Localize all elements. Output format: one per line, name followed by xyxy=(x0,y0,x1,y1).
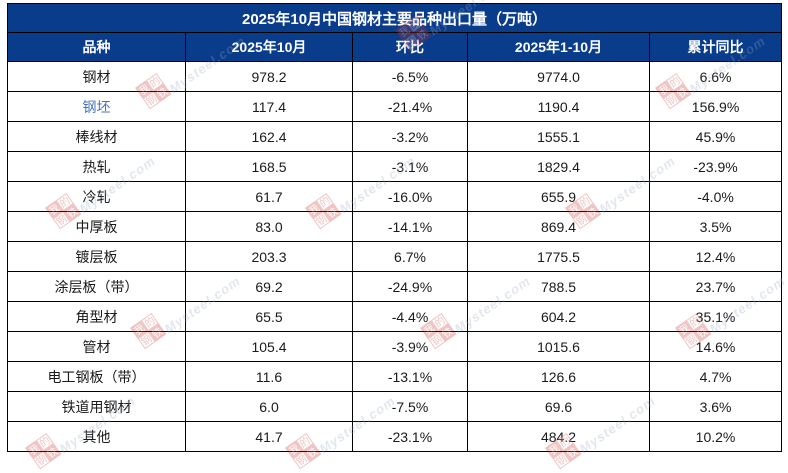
table-row: 钢坯 117.4 -21.4% 1190.4 156.9% xyxy=(7,91,783,122)
cell-oct-value: 203.3 xyxy=(185,241,353,272)
cell-yoy-value: 23.7% xyxy=(648,271,783,302)
column-header-oct-2025: 2025年10月 xyxy=(185,32,353,62)
cell-mom-value: -13.1% xyxy=(352,361,468,392)
cell-ytd-value: 69.6 xyxy=(467,391,650,422)
cell-yoy-value: 35.1% xyxy=(648,301,783,332)
cell-oct-value: 83.0 xyxy=(185,211,353,242)
steel-table-body: 2025年10月中国钢材主要品种出口量（万吨） 品种 2025年10月 环比 2… xyxy=(6,3,783,452)
table-row: 热轧 168.5 -3.1% 1829.4 -23.9% xyxy=(7,151,783,182)
table-row: 电工钢板（带） 11.6 -13.1% 126.6 4.7% xyxy=(7,361,783,392)
cell-mom-value: -3.1% xyxy=(352,151,468,182)
cell-oct-value: 117.4 xyxy=(185,91,353,122)
cell-ytd-value: 126.6 xyxy=(467,361,650,392)
cell-mom-value: 6.7% xyxy=(352,241,468,272)
cell-mom-value: -7.5% xyxy=(352,391,468,422)
table-row: 钢材 978.2 -6.5% 9774.0 6.6% xyxy=(7,61,783,92)
cell-yoy-value: 14.6% xyxy=(648,331,783,362)
cell-yoy-value: -23.9% xyxy=(648,151,783,182)
cell-ytd-value: 604.2 xyxy=(467,301,650,332)
cell-mom-value: -3.9% xyxy=(352,331,468,362)
column-header-jan-oct: 2025年1-10月 xyxy=(467,32,650,62)
column-header-cum-yoy: 累计同比 xyxy=(648,32,783,62)
cell-product-name: 其他 xyxy=(7,421,186,452)
cell-oct-value: 41.7 xyxy=(185,421,353,452)
cell-ytd-value: 1829.4 xyxy=(467,151,650,182)
cell-mom-value: -21.4% xyxy=(352,91,468,122)
cell-mom-value: -3.2% xyxy=(352,121,468,152)
cell-mom-value: -14.1% xyxy=(352,211,468,242)
cell-yoy-value: 45.9% xyxy=(648,121,783,152)
cell-ytd-value: 788.5 xyxy=(467,271,650,302)
cell-mom-value: -23.1% xyxy=(352,421,468,452)
table-row: 管材 105.4 -3.9% 1015.6 14.6% xyxy=(7,331,783,362)
cell-yoy-value: 156.9% xyxy=(648,91,783,122)
cell-ytd-value: 484.2 xyxy=(467,421,650,452)
header-row: 品种 2025年10月 环比 2025年1-10月 累计同比 xyxy=(7,32,783,62)
cell-ytd-value: 655.9 xyxy=(467,181,650,212)
cell-product-name: 角型材 xyxy=(7,301,186,332)
cell-oct-value: 168.5 xyxy=(185,151,353,182)
cell-product-name: 涂层板（带） xyxy=(7,271,186,302)
cell-product-name: 冷轧 xyxy=(7,181,186,212)
cell-mom-value: -4.4% xyxy=(352,301,468,332)
table-row: 铁道用钢材 6.0 -7.5% 69.6 3.6% xyxy=(7,391,783,422)
cell-product-name: 热轧 xyxy=(7,151,186,182)
cell-ytd-value: 869.4 xyxy=(467,211,650,242)
table-row: 棒线材 162.4 -3.2% 1555.1 45.9% xyxy=(7,121,783,152)
cell-mom-value: -6.5% xyxy=(352,61,468,92)
cell-product-name: 镀层板 xyxy=(7,241,186,272)
cell-product-name: 钢材 xyxy=(7,61,186,92)
cell-yoy-value: 4.7% xyxy=(648,361,783,392)
cell-product-link[interactable]: 钢坯 xyxy=(7,91,186,122)
table-row: 其他 41.7 -23.1% 484.2 10.2% xyxy=(7,421,783,452)
cell-product-name: 中厚板 xyxy=(7,211,186,242)
cell-oct-value: 11.6 xyxy=(185,361,353,392)
cell-yoy-value: 3.6% xyxy=(648,391,783,422)
cell-mom-value: -24.9% xyxy=(352,271,468,302)
cell-ytd-value: 1555.1 xyxy=(467,121,650,152)
cell-ytd-value: 1015.6 xyxy=(467,331,650,362)
cell-oct-value: 65.5 xyxy=(185,301,353,332)
cell-mom-value: -16.0% xyxy=(352,181,468,212)
table-row: 冷轧 61.7 -16.0% 655.9 -4.0% xyxy=(7,181,783,212)
title-row: 2025年10月中国钢材主要品种出口量（万吨） xyxy=(6,3,783,33)
cell-ytd-value: 1190.4 xyxy=(467,91,650,122)
cell-oct-value: 105.4 xyxy=(185,331,353,362)
cell-oct-value: 162.4 xyxy=(185,121,353,152)
cell-product-name: 管材 xyxy=(7,331,186,362)
cell-oct-value: 978.2 xyxy=(185,61,353,92)
data-table: 2025年10月中国钢材主要品种出口量（万吨） 品种 2025年10月 环比 2… xyxy=(6,3,783,452)
column-header-mom: 环比 xyxy=(352,32,468,62)
cell-ytd-value: 1775.5 xyxy=(467,241,650,272)
steel-export-table: 2025年10月中国钢材主要品种出口量（万吨） 品种 2025年10月 环比 2… xyxy=(6,3,783,452)
cell-yoy-value: -4.0% xyxy=(648,181,783,212)
cell-yoy-value: 12.4% xyxy=(648,241,783,272)
cell-yoy-value: 6.6% xyxy=(648,61,783,92)
cell-oct-value: 61.7 xyxy=(185,181,353,212)
cell-product-name: 铁道用钢材 xyxy=(7,391,186,422)
cell-yoy-value: 10.2% xyxy=(648,421,783,452)
cell-product-name: 电工钢板（带） xyxy=(7,361,186,392)
table-row: 镀层板 203.3 6.7% 1775.5 12.4% xyxy=(7,241,783,272)
table-row: 中厚板 83.0 -14.1% 869.4 3.5% xyxy=(7,211,783,242)
table-row: 角型材 65.5 -4.4% 604.2 35.1% xyxy=(7,301,783,332)
column-header-product: 品种 xyxy=(7,32,186,62)
cell-oct-value: 6.0 xyxy=(185,391,353,422)
cell-ytd-value: 9774.0 xyxy=(467,61,650,92)
cell-product-name: 棒线材 xyxy=(7,121,186,152)
table-title: 2025年10月中国钢材主要品种出口量（万吨） xyxy=(6,3,783,33)
cell-yoy-value: 3.5% xyxy=(648,211,783,242)
cell-oct-value: 69.2 xyxy=(185,271,353,302)
table-row: 涂层板（带） 69.2 -24.9% 788.5 23.7% xyxy=(7,271,783,302)
